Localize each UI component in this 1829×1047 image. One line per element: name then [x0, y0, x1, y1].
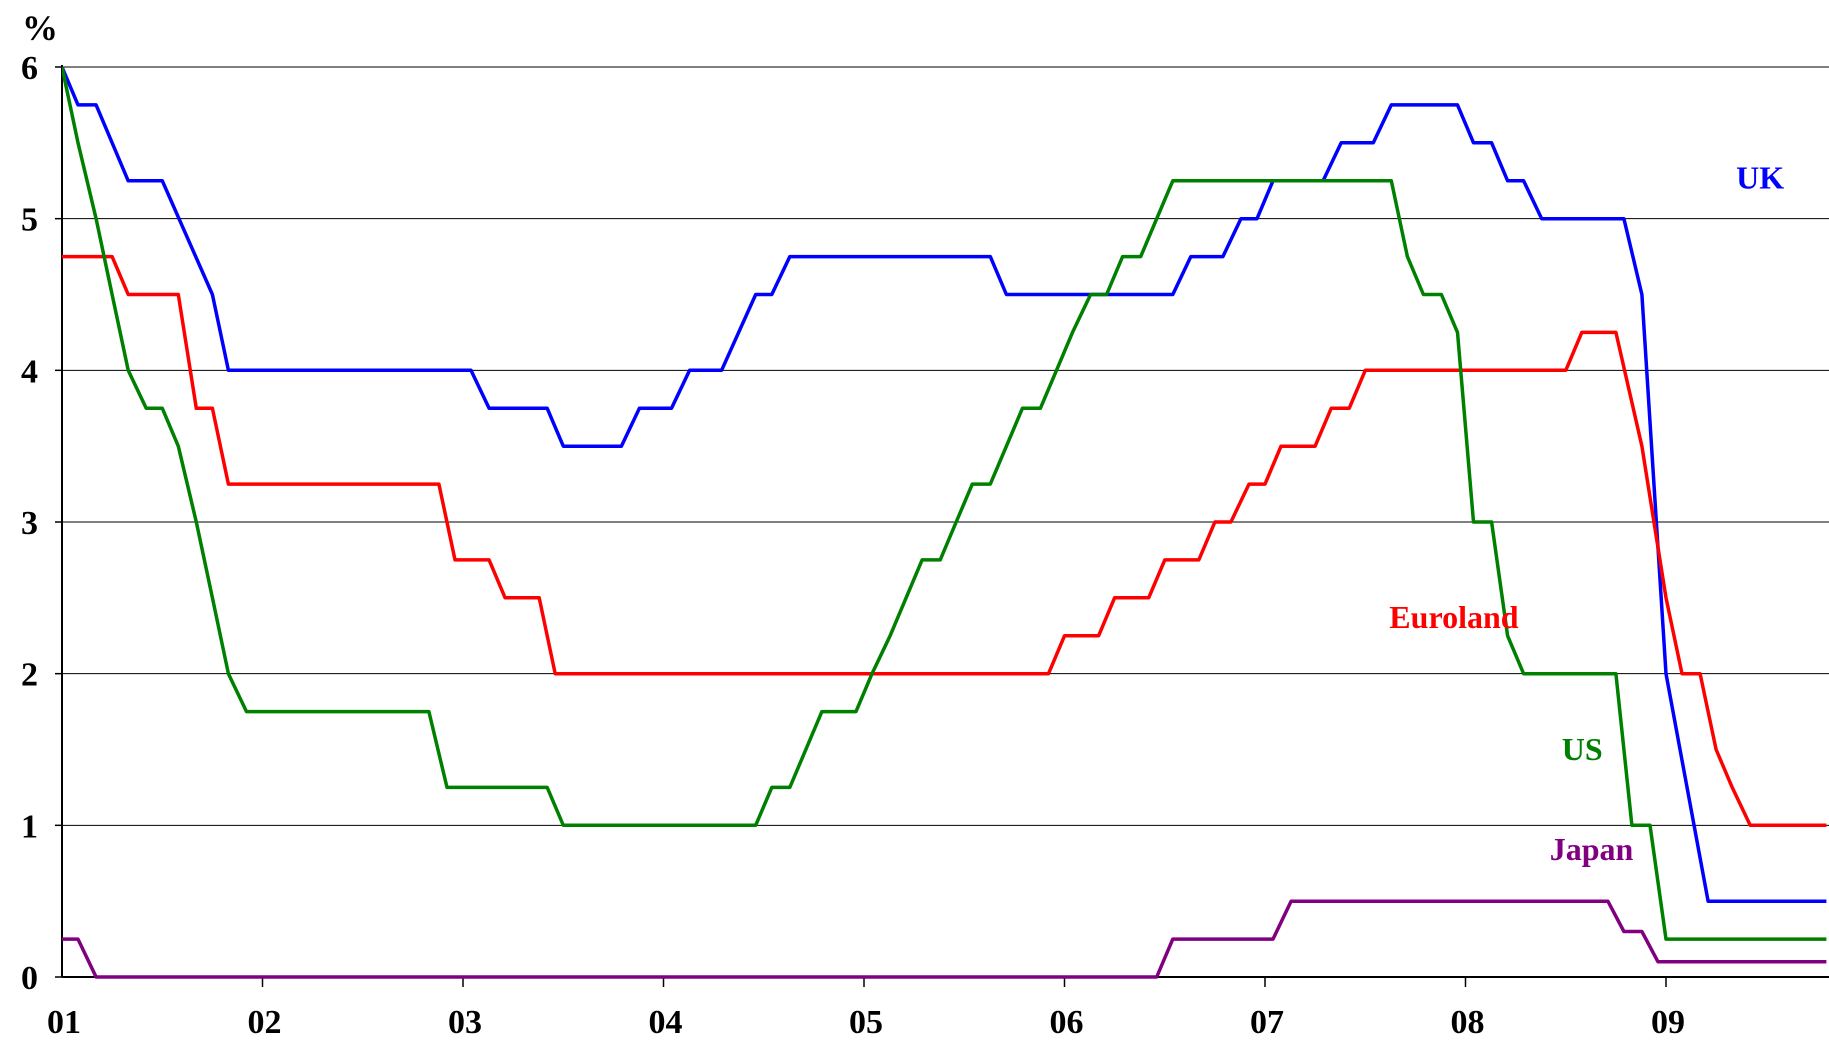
series-label-euroland: Euroland [1389, 599, 1518, 635]
series-line-euroland [62, 254, 1827, 828]
y-tick-label-4: 4 [21, 353, 38, 390]
x-tick-label-06: 06 [1050, 1004, 1084, 1041]
x-tick-label-03: 03 [448, 1004, 482, 1041]
y-axis-unit-label: % [22, 8, 58, 48]
series-label-japan: Japan [1550, 831, 1634, 867]
y-tick-label-5: 5 [21, 202, 38, 239]
y-axis-ticks: 0 1 2 3 4 5 6 [21, 50, 62, 997]
y-tick-label-2: 2 [21, 657, 38, 694]
series-line-us [62, 66, 1827, 941]
series-labels: UK Euroland US Japan [1389, 159, 1784, 867]
y-tick-label-0: 0 [21, 960, 38, 997]
x-axis-ticks: 01 02 03 04 05 06 07 08 09 [47, 977, 1685, 1041]
x-tick-label-01: 01 [47, 1004, 81, 1041]
series-lines [62, 66, 1827, 979]
x-tick-label-02: 02 [248, 1004, 282, 1041]
y-tick-label-6: 6 [21, 50, 38, 87]
series-label-us: US [1562, 731, 1603, 767]
series-label-uk: UK [1736, 159, 1784, 195]
x-tick-label-09: 09 [1651, 1004, 1685, 1041]
series-line-japan [62, 899, 1827, 979]
x-tick-label-04: 04 [649, 1004, 683, 1041]
x-tick-label-05: 05 [849, 1004, 883, 1041]
x-tick-label-07: 07 [1250, 1004, 1284, 1041]
y-tick-label-3: 3 [21, 505, 38, 542]
x-tick-label-08: 08 [1451, 1004, 1485, 1041]
y-tick-label-1: 1 [21, 808, 38, 845]
